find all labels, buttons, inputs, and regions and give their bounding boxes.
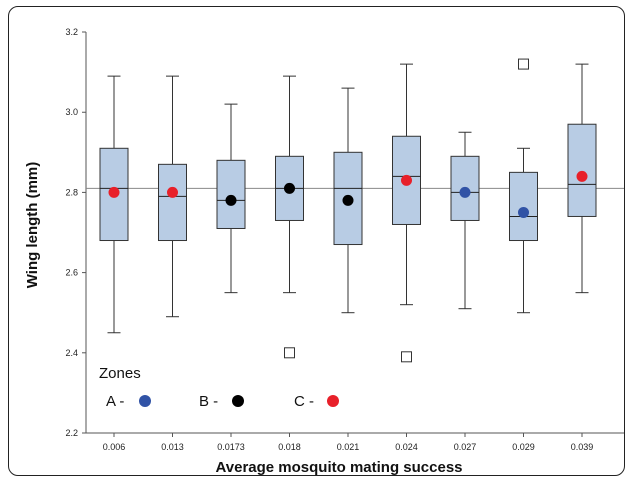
box-0.018 xyxy=(275,75,304,359)
box-iqr xyxy=(216,159,246,229)
box-plot-chart: 2.2 2.4 2.6 2.8 3.0 3.2 0.006 0.013 0.0173 0.018… xyxy=(24,27,624,476)
mean-marker xyxy=(108,186,120,198)
x-tick-label: 0.013 xyxy=(161,442,184,452)
x-axis: 0.006 0.013 0.0173 0.018 0.021 0.024 0.027 0.02… xyxy=(103,433,594,452)
y-tick-label: 2.2 xyxy=(65,428,78,438)
legend-item-label: B - xyxy=(199,393,218,410)
y-tick-label: 2.6 xyxy=(65,268,78,278)
outlier-marker xyxy=(518,58,529,70)
y-tick-label: 3.2 xyxy=(65,27,78,37)
boxes-group xyxy=(99,58,597,363)
box-0.013 xyxy=(158,75,187,318)
box-0.029 xyxy=(509,58,538,314)
x-tick-label: 0.024 xyxy=(395,442,418,452)
legend: Zones A - B - C - xyxy=(99,365,339,410)
legend-marker xyxy=(232,395,244,407)
outlier-marker xyxy=(401,351,412,363)
box-0.039 xyxy=(567,63,597,294)
x-tick-label: 0.027 xyxy=(454,442,477,452)
legend-title: Zones xyxy=(99,365,141,382)
mean-marker xyxy=(576,170,588,182)
legend-item-b: B - xyxy=(199,393,244,410)
legend-marker xyxy=(327,395,339,407)
y-axis-label: Wing length (mm) xyxy=(24,162,41,289)
legend-item-c: C - xyxy=(294,393,339,410)
box-0.027 xyxy=(450,131,480,310)
legend-item-label: A - xyxy=(106,393,124,410)
mean-marker xyxy=(167,186,178,198)
x-tick-label: 0.018 xyxy=(278,442,301,452)
box-0.021 xyxy=(333,87,363,314)
y-tick-label: 2.4 xyxy=(65,348,78,358)
legend-marker xyxy=(139,395,151,407)
mean-marker xyxy=(401,174,412,186)
box-0.0173 xyxy=(216,103,246,294)
outlier-marker xyxy=(284,347,295,359)
box-0.006 xyxy=(99,75,129,334)
mean-marker xyxy=(284,182,295,194)
box-0.024 xyxy=(392,63,421,363)
mean-marker xyxy=(225,194,237,206)
mean-marker xyxy=(342,194,354,206)
y-axis: 2.2 2.4 2.6 2.8 3.0 3.2 xyxy=(65,27,86,438)
mean-marker xyxy=(459,186,471,198)
box-iqr xyxy=(158,163,187,242)
x-tick-label: 0.039 xyxy=(571,442,594,452)
x-tick-label: 0.006 xyxy=(103,442,126,452)
y-tick-label: 3.0 xyxy=(65,107,78,117)
x-tick-label: 0.0173 xyxy=(217,442,245,452)
legend-item-label: C - xyxy=(294,393,314,410)
legend-item-a: A - xyxy=(106,393,151,410)
y-tick-label: 2.8 xyxy=(65,187,78,197)
mean-marker xyxy=(518,206,529,218)
x-tick-label: 0.021 xyxy=(337,442,360,452)
box-iqr xyxy=(567,123,597,217)
box-iqr xyxy=(509,171,538,242)
x-tick-label: 0.029 xyxy=(512,442,535,452)
x-axis-label: Average mosquito mating success xyxy=(215,459,462,476)
chart-frame: 2.2 2.4 2.6 2.8 3.0 3.2 0.006 0.013 0.0173 0.018… xyxy=(8,6,625,476)
